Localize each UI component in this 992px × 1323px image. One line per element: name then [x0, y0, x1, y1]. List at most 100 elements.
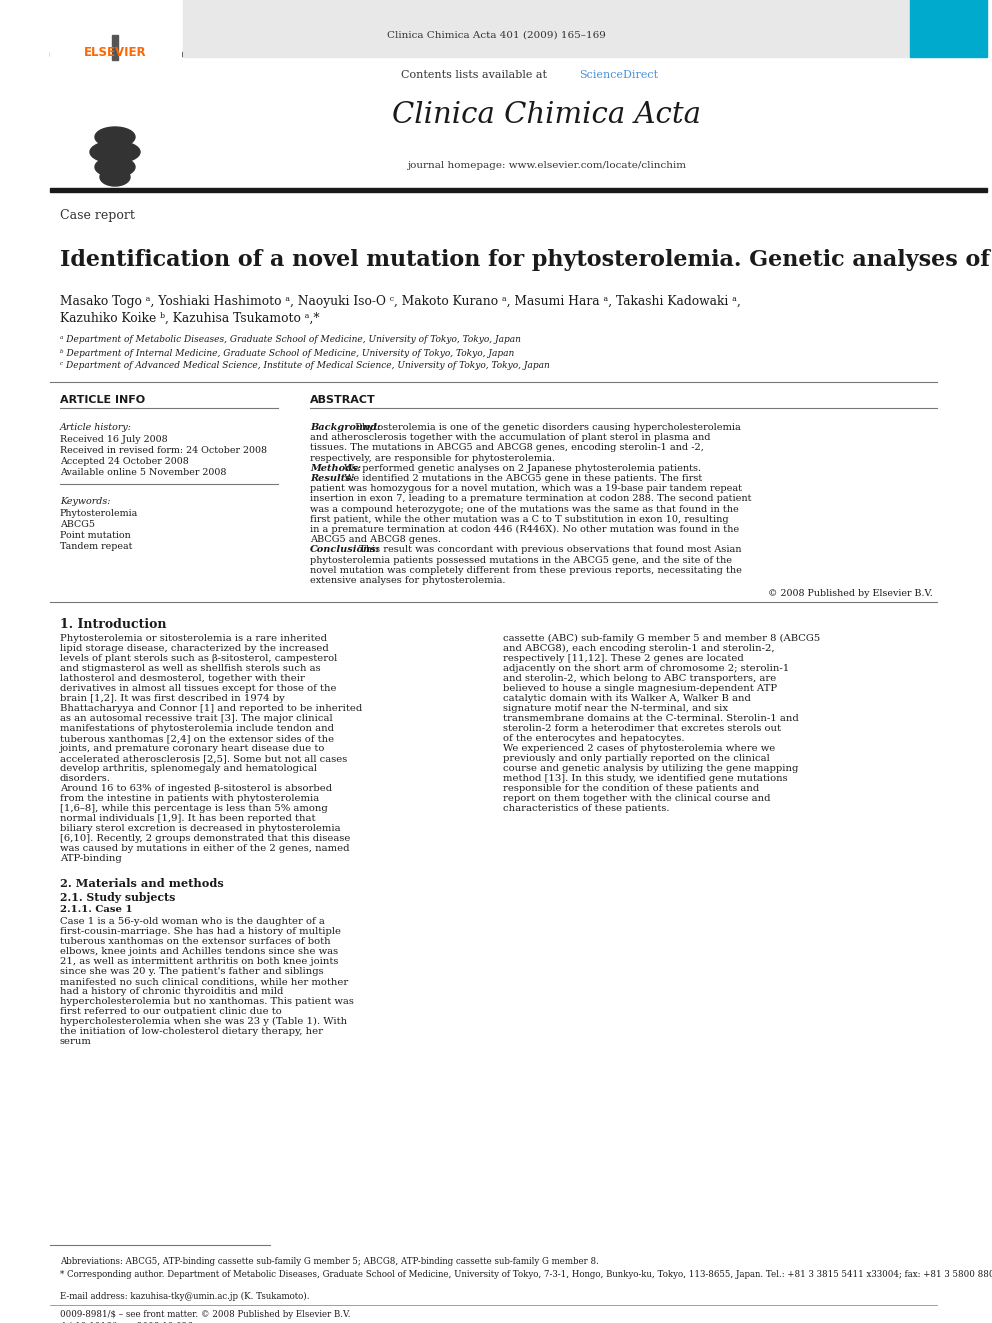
- Text: Case 1 is a 56-y-old woman who is the daughter of a: Case 1 is a 56-y-old woman who is the da…: [60, 917, 324, 926]
- Text: method [13]. In this study, we identified gene mutations: method [13]. In this study, we identifie…: [503, 774, 788, 783]
- Text: ELSEVIER: ELSEVIER: [83, 45, 146, 58]
- Text: Case report: Case report: [60, 209, 135, 221]
- Text: respectively, are responsible for phytosterolemia.: respectively, are responsible for phytos…: [310, 454, 556, 463]
- Text: transmembrane domains at the C-terminal. Sterolin-1 and: transmembrane domains at the C-terminal.…: [503, 714, 799, 724]
- Text: first patient, while the other mutation was a C to T substitution in exon 10, re: first patient, while the other mutation …: [310, 515, 729, 524]
- Text: was a compound heterozygote; one of the mutations was the same as that found in : was a compound heterozygote; one of the …: [310, 504, 739, 513]
- Text: ABCG5 and ABCG8 genes.: ABCG5 and ABCG8 genes.: [310, 536, 441, 544]
- Text: tissues. The mutations in ABCG5 and ABCG8 genes, encoding sterolin-1 and -2,: tissues. The mutations in ABCG5 and ABCG…: [310, 443, 704, 452]
- Text: Phytosterolemia: Phytosterolemia: [60, 509, 138, 519]
- Ellipse shape: [100, 168, 130, 187]
- Text: Conclusions:: Conclusions:: [310, 545, 380, 554]
- Text: Identification of a novel mutation for phytosterolemia. Genetic analyses of 2 ca: Identification of a novel mutation for p…: [60, 249, 992, 271]
- Text: adjacently on the short arm of chromosome 2; sterolin-1: adjacently on the short arm of chromosom…: [503, 664, 790, 673]
- Text: and atherosclerosis together with the accumulation of plant sterol in plasma and: and atherosclerosis together with the ac…: [310, 433, 710, 442]
- Text: normal individuals [1,9]. It has been reported that: normal individuals [1,9]. It has been re…: [60, 814, 315, 823]
- Text: 2. Materials and methods: 2. Materials and methods: [60, 878, 224, 889]
- Text: previously and only partially reported on the clinical: previously and only partially reported o…: [503, 754, 770, 763]
- Text: lipid storage disease, characterized by the increased: lipid storage disease, characterized by …: [60, 644, 328, 654]
- Ellipse shape: [95, 127, 135, 147]
- Bar: [50, 52, 937, 56]
- Bar: [910, 0, 987, 57]
- Text: brain [1,2]. It was first described in 1974 by: brain [1,2]. It was first described in 1…: [60, 695, 285, 704]
- Text: E-mail address: kazuhisa-tky@umin.ac.jp (K. Tsukamoto).: E-mail address: kazuhisa-tky@umin.ac.jp …: [60, 1293, 310, 1301]
- Text: elbows, knee joints and Achilles tendons since she was: elbows, knee joints and Achilles tendons…: [60, 947, 338, 957]
- Text: insertion in exon 7, leading to a premature termination at codon 288. The second: insertion in exon 7, leading to a premat…: [310, 495, 752, 503]
- Text: as an autosomal recessive trait [3]. The major clinical: as an autosomal recessive trait [3]. The…: [60, 714, 332, 724]
- Text: Bhattacharyya and Connor [1] and reported to be inherited: Bhattacharyya and Connor [1] and reporte…: [60, 704, 362, 713]
- Text: and stigmasterol as well as shellfish sterols such as: and stigmasterol as well as shellfish st…: [60, 664, 320, 673]
- Text: [1,6–8], while this percentage is less than 5% among: [1,6–8], while this percentage is less t…: [60, 804, 327, 814]
- Text: ABCG5: ABCG5: [60, 520, 95, 529]
- Text: tuberous xanthomas [2,4] on the extensor sides of the: tuberous xanthomas [2,4] on the extensor…: [60, 734, 334, 744]
- Text: responsible for the condition of these patients and: responsible for the condition of these p…: [503, 785, 759, 794]
- Text: * Corresponding author. Department of Metabolic Diseases, Graduate School of Med: * Corresponding author. Department of Me…: [60, 1270, 992, 1279]
- Bar: [112, 34, 118, 60]
- Text: ABSTRACT: ABSTRACT: [310, 396, 376, 405]
- Ellipse shape: [95, 157, 135, 177]
- Text: 2.1. Study subjects: 2.1. Study subjects: [60, 892, 176, 904]
- Text: Results:: Results:: [310, 474, 354, 483]
- Bar: [183, 0, 910, 57]
- Text: This result was concordant with previous observations that found most Asian: This result was concordant with previous…: [356, 545, 742, 554]
- Text: believed to house a single magnesium-dependent ATP: believed to house a single magnesium-dep…: [503, 684, 777, 693]
- Ellipse shape: [90, 142, 140, 163]
- Text: © 2008 Published by Elsevier B.V.: © 2008 Published by Elsevier B.V.: [768, 589, 933, 598]
- Text: cassette (ABC) sub-family G member 5 and member 8 (ABCG5: cassette (ABC) sub-family G member 5 and…: [503, 634, 820, 643]
- Text: serum: serum: [60, 1037, 92, 1046]
- Text: of the enterocytes and hepatocytes.: of the enterocytes and hepatocytes.: [503, 734, 684, 744]
- Text: ᶜ Department of Advanced Medical Science, Institute of Medical Science, Universi: ᶜ Department of Advanced Medical Science…: [60, 361, 550, 370]
- Text: Kazuhiko Koike ᵇ, Kazuhisa Tsukamoto ᵃ,*: Kazuhiko Koike ᵇ, Kazuhisa Tsukamoto ᵃ,*: [60, 311, 319, 324]
- Text: from the intestine in patients with phytosterolemia: from the intestine in patients with phyt…: [60, 794, 319, 803]
- Text: Phytosterolemia is one of the genetic disorders causing hypercholesterolemia: Phytosterolemia is one of the genetic di…: [352, 423, 741, 433]
- Text: Contents lists available at: Contents lists available at: [401, 70, 551, 79]
- Text: Methods:: Methods:: [310, 464, 361, 472]
- Text: report on them together with the clinical course and: report on them together with the clinica…: [503, 794, 771, 803]
- Text: manifested no such clinical conditions, while her mother: manifested no such clinical conditions, …: [60, 978, 348, 986]
- Text: 0009-8981/$ – see front matter. © 2008 Published by Elsevier B.V.: 0009-8981/$ – see front matter. © 2008 P…: [60, 1310, 350, 1319]
- Text: was caused by mutations in either of the 2 genes, named: was caused by mutations in either of the…: [60, 844, 349, 853]
- Text: Keywords:: Keywords:: [60, 497, 110, 505]
- Text: first referred to our outpatient clinic due to: first referred to our outpatient clinic …: [60, 1007, 282, 1016]
- Text: levels of plant sterols such as β-sitosterol, campesterol: levels of plant sterols such as β-sitost…: [60, 654, 337, 663]
- Text: ScienceDirect: ScienceDirect: [579, 70, 658, 79]
- Text: tuberous xanthomas on the extensor surfaces of both: tuberous xanthomas on the extensor surfa…: [60, 937, 330, 946]
- Text: characteristics of these patients.: characteristics of these patients.: [503, 804, 670, 814]
- Text: Clinica
Chimica
Acta: Clinica Chimica Acta: [932, 106, 963, 135]
- Text: journal homepage: www.elsevier.com/locate/clinchim: journal homepage: www.elsevier.com/locat…: [408, 160, 686, 169]
- Circle shape: [930, 67, 966, 103]
- Text: phytosterolemia patients possessed mutations in the ABCG5 gene, and the site of : phytosterolemia patients possessed mutat…: [310, 556, 732, 565]
- Text: We performed genetic analyses on 2 Japanese phytosterolemia patients.: We performed genetic analyses on 2 Japan…: [341, 464, 701, 472]
- Text: We identified 2 mutations in the ABCG5 gene in these patients. The first: We identified 2 mutations in the ABCG5 g…: [341, 474, 702, 483]
- Text: lathosterol and desmosterol, together with their: lathosterol and desmosterol, together wi…: [60, 675, 305, 683]
- Text: [6,10]. Recently, 2 groups demonstrated that this disease: [6,10]. Recently, 2 groups demonstrated …: [60, 835, 350, 843]
- Text: the initiation of low-cholesterol dietary therapy, her: the initiation of low-cholesterol dietar…: [60, 1027, 323, 1036]
- Text: in a premature termination at codon 446 (R446X). No other mutation was found in : in a premature termination at codon 446 …: [310, 525, 739, 534]
- Text: accelerated atherosclerosis [2,5]. Some but not all cases: accelerated atherosclerosis [2,5]. Some …: [60, 754, 347, 763]
- Text: Received in revised form: 24 October 2008: Received in revised form: 24 October 200…: [60, 446, 267, 455]
- Text: 1. Introduction: 1. Introduction: [60, 618, 167, 631]
- Text: Received 16 July 2008: Received 16 July 2008: [60, 435, 168, 445]
- Text: respectively [11,12]. These 2 genes are located: respectively [11,12]. These 2 genes are …: [503, 654, 744, 663]
- Text: derivatives in almost all tissues except for those of the: derivatives in almost all tissues except…: [60, 684, 336, 693]
- Text: develop arthritis, splenomegaly and hematological: develop arthritis, splenomegaly and hema…: [60, 765, 317, 773]
- Text: 2.1.1. Case 1: 2.1.1. Case 1: [60, 905, 133, 914]
- Text: Phytosterolemia or sitosterolemia is a rare inherited: Phytosterolemia or sitosterolemia is a r…: [60, 634, 327, 643]
- Text: manifestations of phytosterolemia include tendon and: manifestations of phytosterolemia includ…: [60, 724, 334, 733]
- Bar: [50, 188, 987, 192]
- Text: hypercholesterolemia when she was 23 y (Table 1). With: hypercholesterolemia when she was 23 y (…: [60, 1017, 347, 1027]
- Text: Background:: Background:: [310, 423, 381, 433]
- Text: Available online 5 November 2008: Available online 5 November 2008: [60, 468, 226, 478]
- Text: Tandem repeat: Tandem repeat: [60, 542, 132, 550]
- Text: Clinica Chimica Acta: Clinica Chimica Acta: [393, 101, 701, 130]
- Text: and sterolin-2, which belong to ABC transporters, are: and sterolin-2, which belong to ABC tran…: [503, 675, 777, 683]
- Text: Around 16 to 63% of ingested β-sitosterol is absorbed: Around 16 to 63% of ingested β-sitostero…: [60, 785, 332, 794]
- Text: Point mutation: Point mutation: [60, 531, 131, 540]
- Bar: [50, 0, 181, 57]
- Text: catalytic domain with its Walker A, Walker B and: catalytic domain with its Walker A, Walk…: [503, 695, 751, 704]
- Text: hypercholesterolemia but no xanthomas. This patient was: hypercholesterolemia but no xanthomas. T…: [60, 998, 354, 1007]
- Text: course and genetic analysis by utilizing the gene mapping: course and genetic analysis by utilizing…: [503, 765, 799, 773]
- Text: first-cousin-marriage. She has had a history of multiple: first-cousin-marriage. She has had a his…: [60, 927, 341, 937]
- Text: ᵇ Department of Internal Medicine, Graduate School of Medicine, University of To: ᵇ Department of Internal Medicine, Gradu…: [60, 348, 514, 357]
- Text: ARTICLE INFO: ARTICLE INFO: [60, 396, 145, 405]
